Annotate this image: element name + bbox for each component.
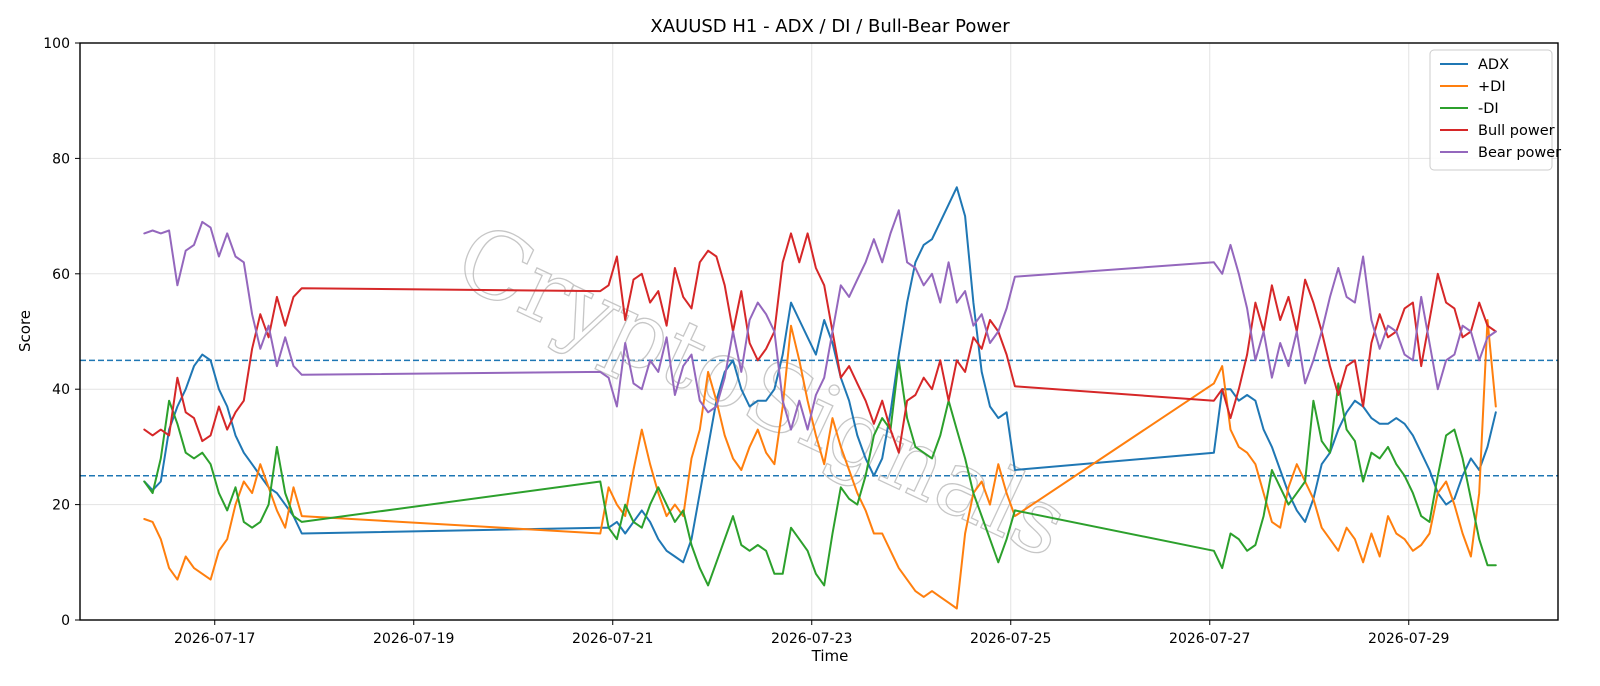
legend-label: ADX: [1478, 57, 1509, 73]
legend-label: Bull power: [1478, 123, 1555, 139]
legend: ADX +DI -DI Bull power Bear power: [1429, 49, 1561, 171]
x-axis-ticks: 2026-07-17 2026-07-19 2026-07-21 2026-07-23…: [174, 620, 1449, 647]
chart-title: XAUUSD H1 - ADX / DI / Bull-Bear Power: [650, 16, 1010, 37]
x-tick-label: 2026-07-23: [771, 631, 852, 647]
series-line-bull-power: [143, 232, 1497, 454]
y-tick-label: 20: [52, 498, 70, 514]
x-tick-label: 2026-07-29: [1368, 631, 1449, 647]
x-tick-label: 2026-07-19: [373, 631, 454, 647]
series-line-bear-power: [143, 209, 1497, 431]
legend-label: Bear power: [1478, 145, 1561, 161]
x-tick-label: 2026-07-17: [174, 631, 255, 647]
legend-label: -DI: [1478, 101, 1499, 117]
y-axis-label: Score: [16, 310, 34, 352]
legend-label: +DI: [1478, 79, 1506, 95]
series-line--di: [143, 359, 1497, 587]
reference-lines: [80, 359, 1558, 477]
x-tick-label: 2026-07-21: [572, 631, 653, 647]
y-tick-label: 80: [52, 151, 70, 167]
plot-frame: [79, 42, 1559, 621]
legend-box: [1429, 49, 1553, 171]
y-tick-label: 0: [61, 613, 70, 629]
y-tick-label: 100: [43, 36, 70, 52]
y-tick-label: 60: [52, 267, 70, 283]
x-axis-label: Time: [811, 647, 849, 665]
y-tick-label: 40: [52, 382, 70, 398]
x-tick-label: 2026-07-27: [1169, 631, 1250, 647]
y-axis-ticks: 0 20 40 60 80 100: [43, 36, 80, 629]
x-tick-label: 2026-07-25: [970, 631, 1051, 647]
series-lines: [143, 186, 1497, 610]
